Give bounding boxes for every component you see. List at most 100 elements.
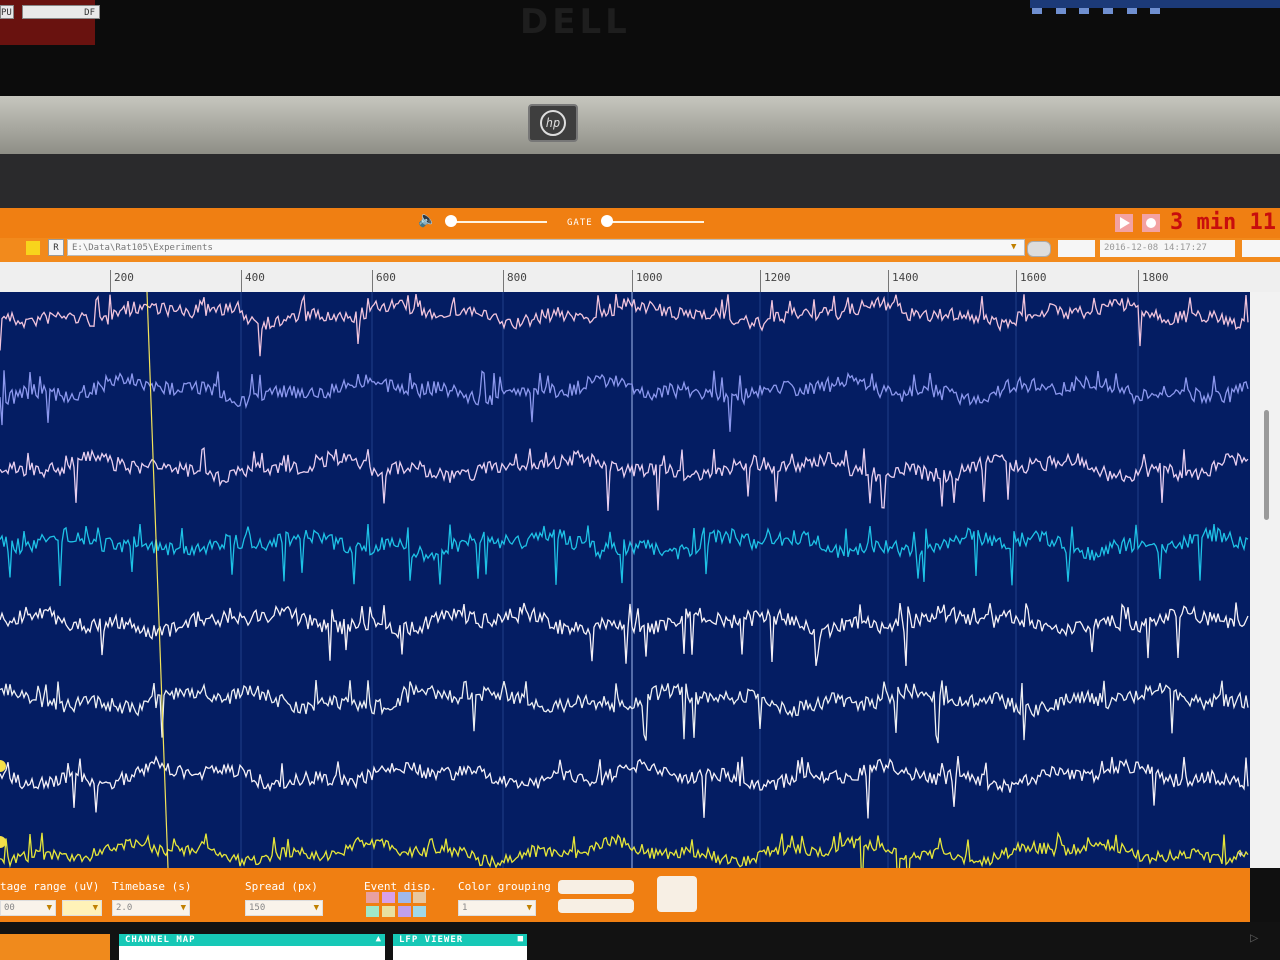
hp-logo-text: hp — [540, 110, 566, 136]
maximize-icon[interactable]: ■ — [517, 934, 523, 944]
record-icon — [1146, 218, 1156, 228]
spread-value: 150 — [249, 903, 266, 913]
option-button[interactable] — [558, 899, 634, 913]
lfp-trace-7 — [0, 755, 1249, 819]
lfp-trace-6 — [0, 679, 1249, 744]
monitor-bezel — [0, 0, 1280, 100]
tray-icon — [1126, 8, 1137, 14]
record-button[interactable] — [1142, 214, 1160, 232]
play-icon — [1120, 217, 1130, 229]
tray-icon — [1150, 8, 1161, 14]
event-toggle[interactable] — [366, 905, 379, 917]
color-grouping-select[interactable]: 1 ▼ — [458, 900, 536, 916]
plot-scrollbar[interactable] — [1264, 410, 1269, 520]
chevron-down-icon: ▼ — [180, 903, 186, 913]
pu-button[interactable]: PU — [0, 5, 14, 19]
event-toggle[interactable] — [381, 892, 395, 903]
tab-channel-map[interactable]: CHANNEL MAP ▲ — [119, 934, 385, 960]
chevron-down-icon: ▼ — [526, 903, 532, 913]
ruler-tick: 200 — [110, 270, 134, 292]
screen-top-area — [0, 154, 1280, 210]
ruler-tick: 1200 — [760, 270, 791, 292]
lfp-trace-1 — [0, 293, 1249, 357]
lfp-trace-2 — [0, 370, 1249, 432]
event-display-grid[interactable] — [366, 892, 428, 918]
extra-field[interactable] — [1242, 240, 1280, 257]
monitor-logo: DELL — [520, 2, 631, 42]
event-toggle[interactable] — [397, 892, 411, 903]
gate-slider-track[interactable] — [604, 221, 704, 223]
color-grouping-value: 1 — [462, 903, 468, 913]
chevron-down-icon: ▼ — [46, 903, 52, 913]
lfp-trace-5 — [0, 602, 1249, 667]
tab-lfp-viewer-title: LFP VIEWER — [393, 934, 527, 946]
data-path-field[interactable]: E:\Data\Rat105\Experiments — [67, 239, 1025, 256]
tray-icon — [1079, 8, 1090, 14]
chevron-down-icon: ▼ — [313, 903, 319, 913]
channel-marker — [0, 760, 6, 772]
volume-slider-knob[interactable] — [445, 215, 457, 227]
tab-lfp-viewer[interactable]: LFP VIEWER ■ — [393, 934, 527, 960]
volume-slider-track[interactable] — [447, 221, 547, 223]
tray-icon — [1102, 8, 1113, 14]
voltage-range-label: tage range (uV) — [0, 880, 100, 893]
event-toggle[interactable] — [413, 905, 427, 917]
status-indicator — [26, 241, 40, 255]
maximize-icon[interactable]: ▲ — [375, 934, 381, 944]
path-dropdown-icon[interactable]: ▼ — [1011, 242, 1017, 252]
event-toggle[interactable] — [366, 892, 379, 903]
folder-button[interactable]: R — [48, 239, 64, 256]
speaker-icon[interactable]: 🔈 — [418, 210, 437, 228]
record-timer: 3 min 11 — [1170, 210, 1276, 235]
path-toggle-button[interactable] — [1027, 241, 1051, 257]
ruler-tick: 1000 — [632, 270, 663, 292]
tray-icon — [1055, 8, 1066, 14]
play-button[interactable] — [1115, 214, 1133, 232]
orange-panel-tab[interactable] — [0, 934, 110, 960]
gate-slider-knob[interactable] — [601, 215, 613, 227]
ruler-tick: 1600 — [1016, 270, 1047, 292]
time-cursor[interactable] — [146, 292, 169, 868]
lfp-trace-4 — [0, 523, 1249, 587]
channel-marker — [0, 836, 6, 848]
controls-panel — [0, 868, 1250, 922]
tray-icon — [1032, 8, 1042, 14]
ruler-tick: 800 — [503, 270, 527, 292]
main-toolbar — [0, 208, 1280, 238]
event-toggle[interactable] — [397, 905, 411, 917]
event-toggle[interactable] — [413, 892, 427, 903]
spread-label: Spread (px) — [245, 880, 318, 893]
pause-toggle-button[interactable] — [657, 876, 697, 912]
ruler-tick: 400 — [241, 270, 265, 292]
time-ruler: 200 400 600 800 1000 1200 1400 1600 1800 — [0, 262, 1280, 292]
taskbar-strip — [1030, 0, 1280, 14]
lfp-plot[interactable] — [0, 292, 1250, 868]
ruler-tick: 1400 — [888, 270, 919, 292]
scroll-down-icon[interactable]: ▼ — [1238, 850, 1243, 859]
laptop-lid — [0, 96, 1280, 154]
expand-icon[interactable]: ▷ — [1250, 930, 1259, 946]
voltage-range-select[interactable]: 00 ▼ — [0, 900, 56, 916]
spread-select[interactable]: 150 ▼ — [245, 900, 323, 916]
date-field[interactable]: 2016-12-08 14:17:27 — [1100, 240, 1235, 257]
blank-field[interactable] — [1058, 240, 1095, 257]
option-button[interactable] — [558, 880, 634, 894]
plot-side-panel — [1250, 292, 1280, 868]
ruler-tick: 600 — [372, 270, 396, 292]
ruler-tick: 1800 — [1138, 270, 1169, 292]
laptop-logo: hp — [528, 104, 578, 142]
event-display-label: Event disp. — [364, 880, 437, 893]
window-edge — [1250, 868, 1280, 922]
voltage-range-value: 00 — [4, 903, 15, 913]
lfp-trace-8 — [0, 831, 1249, 868]
df-button[interactable]: DF — [22, 5, 100, 19]
tab-channel-map-title: CHANNEL MAP — [119, 934, 385, 946]
timebase-select[interactable]: 2.0 ▼ — [112, 900, 190, 916]
timebase-label: Timebase (s) — [112, 880, 192, 893]
lfp-traces — [0, 292, 1249, 868]
chevron-down-icon: ▼ — [92, 903, 98, 913]
lfp-trace-3 — [0, 447, 1249, 512]
voltage-step-select[interactable]: ▼ — [62, 900, 102, 916]
event-toggle[interactable] — [381, 905, 395, 917]
color-grouping-label: Color grouping — [458, 880, 551, 893]
